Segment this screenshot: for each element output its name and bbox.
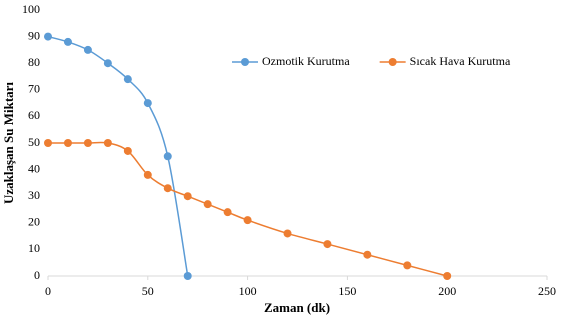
y-tick-label: 30	[28, 188, 40, 202]
data-point	[243, 216, 252, 225]
y-tick-label: 10	[28, 241, 40, 255]
legend-label: Ozmotik Kurutma	[262, 54, 350, 68]
data-point	[63, 37, 72, 46]
y-tick-label: 80	[28, 55, 40, 69]
legend-marker	[388, 58, 397, 66]
data-point	[403, 261, 412, 270]
data-point	[44, 32, 52, 41]
data-point	[143, 99, 152, 108]
data-point	[163, 152, 172, 161]
data-point	[323, 240, 332, 249]
y-tick-label: 60	[28, 108, 40, 122]
data-point	[83, 45, 92, 54]
data-point	[103, 59, 112, 68]
x-tick-label: 250	[538, 284, 556, 298]
y-tick-label: 70	[28, 82, 40, 96]
data-point	[123, 146, 132, 155]
legend-label: Sıcak Hava Kurutma	[410, 54, 511, 68]
data-point	[123, 75, 132, 84]
data-point	[103, 139, 112, 147]
x-tick-label: 50	[142, 284, 154, 298]
series-line	[47, 141, 448, 277]
data-point	[63, 139, 72, 147]
y-tick-label: 90	[28, 28, 40, 42]
y-axis-label: Uzaklaşan Su Miktarı	[1, 82, 16, 204]
y-tick-label: 100	[22, 2, 40, 16]
data-point	[363, 250, 372, 259]
data-point	[44, 139, 52, 147]
data-point	[163, 184, 172, 193]
x-tick-label: 0	[45, 284, 51, 298]
x-axis-label: Zaman (dk)	[264, 300, 330, 315]
x-tick-label: 200	[438, 284, 456, 298]
data-point	[443, 272, 452, 280]
y-tick-label: 40	[28, 161, 40, 175]
data-point	[183, 192, 192, 201]
y-tick-label: 50	[28, 135, 40, 149]
data-point	[83, 139, 92, 147]
y-tick-label: 20	[28, 215, 40, 229]
data-point	[203, 200, 212, 209]
x-tick-label: 100	[239, 284, 257, 298]
data-point	[223, 208, 232, 217]
data-point	[183, 272, 192, 280]
data-point	[283, 229, 292, 238]
legend-marker	[241, 58, 249, 66]
x-tick-label: 150	[338, 284, 356, 298]
y-tick-label: 0	[34, 268, 40, 282]
data-point	[143, 170, 152, 179]
